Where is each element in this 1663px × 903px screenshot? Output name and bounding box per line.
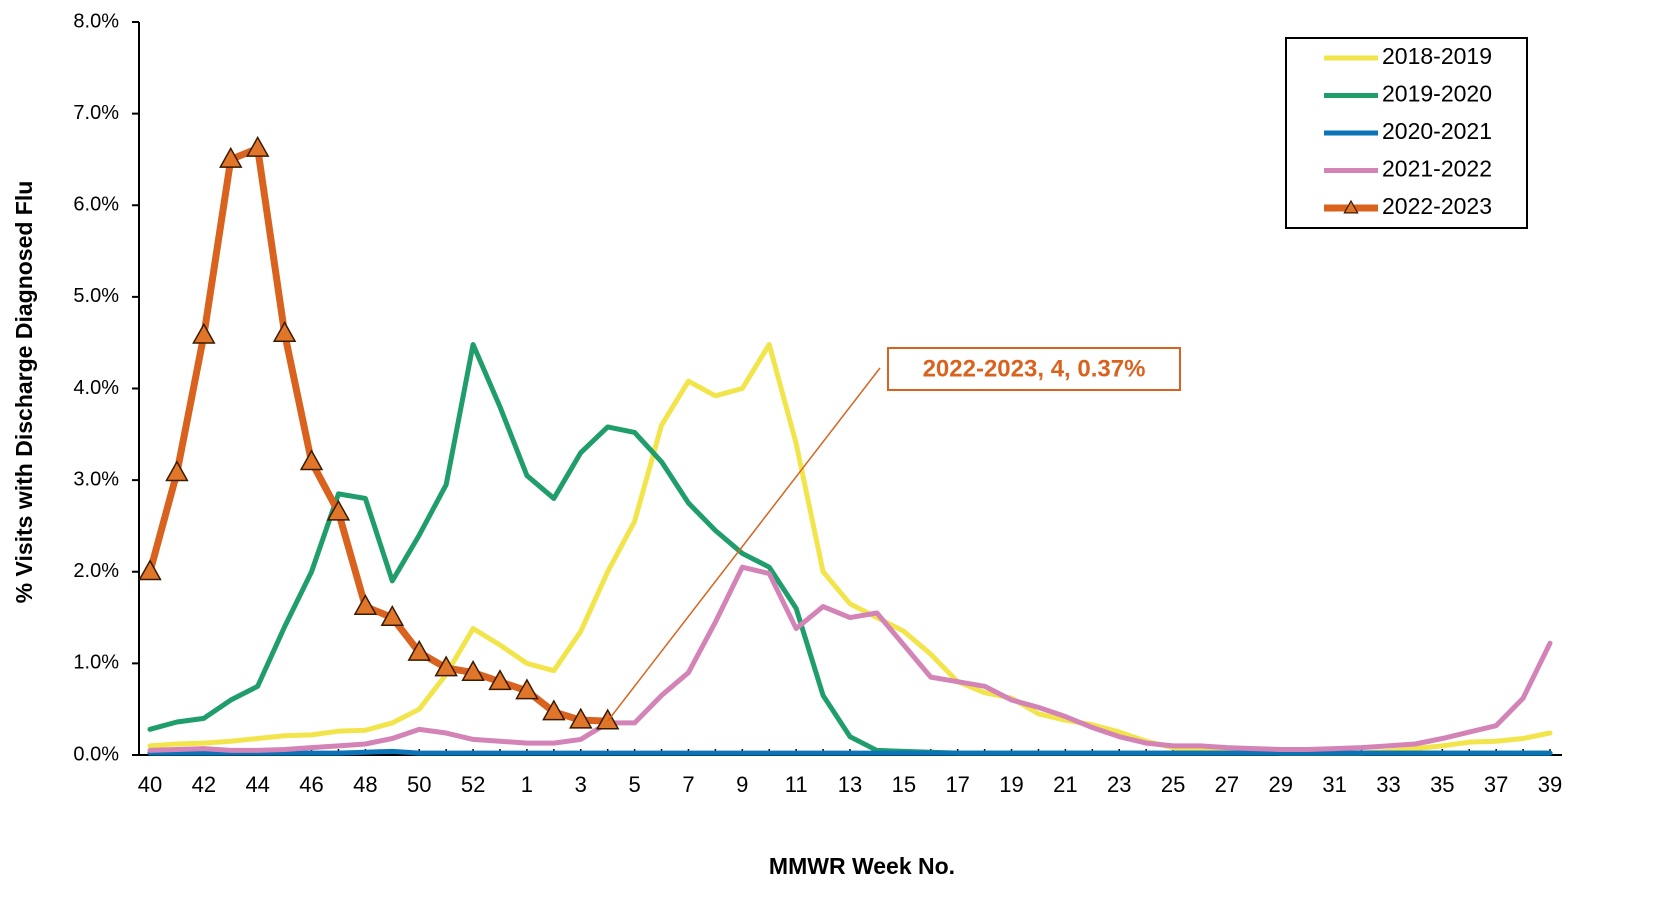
- data-point: [219, 146, 243, 168]
- annotation: 2022-2023, 4, 0.37%: [923, 355, 1146, 382]
- data-point: [245, 135, 270, 157]
- data-point: [461, 659, 485, 681]
- data-point: [353, 594, 378, 616]
- x-tick-label: 39: [1538, 772, 1562, 797]
- x-tick-label: 40: [138, 772, 162, 797]
- x-tick-label: 17: [945, 772, 969, 797]
- legend-label: 2021-2022: [1382, 156, 1492, 182]
- x-tick-label: 9: [736, 772, 748, 797]
- data-point: [569, 707, 593, 729]
- y-tick-label: 5.0%: [73, 285, 119, 307]
- legend-marker: [1343, 199, 1359, 214]
- annotation-box: [887, 347, 1181, 391]
- data-point: [542, 699, 566, 721]
- x-tick-label: 46: [299, 772, 323, 797]
- x-tick-label: 33: [1376, 772, 1400, 797]
- legend-label: 2022-2023: [1382, 193, 1492, 219]
- x-tick-label: 19: [999, 772, 1023, 797]
- data-point: [488, 669, 512, 691]
- x-tick-label: 21: [1053, 772, 1077, 797]
- y-tick-label: 4.0%: [73, 377, 119, 399]
- y-tick-label: 3.0%: [73, 468, 119, 490]
- data-point: [407, 639, 431, 661]
- x-tick-label: 13: [838, 772, 862, 797]
- data-point: [380, 605, 405, 627]
- x-tick-label: 29: [1269, 772, 1293, 797]
- legend-label: 2018-2019: [1382, 43, 1492, 69]
- x-tick-label: 37: [1484, 772, 1508, 797]
- x-tick-label: 27: [1215, 772, 1239, 797]
- data-point: [326, 499, 351, 521]
- x-tick-label: 7: [682, 772, 694, 797]
- data-point: [299, 449, 324, 471]
- data-point: [272, 320, 297, 342]
- x-tick-label: 42: [192, 772, 216, 797]
- x-tick-label: 5: [628, 772, 640, 797]
- series-line: [147, 564, 1553, 753]
- x-tick-label: 35: [1430, 772, 1454, 797]
- series-line: [146, 144, 612, 725]
- x-tick-label: 52: [461, 772, 485, 797]
- y-tick-label: 7.0%: [73, 102, 119, 124]
- y-tick-label: 0.0%: [73, 743, 119, 765]
- x-tick-label: 3: [575, 772, 587, 797]
- x-tick-label: 31: [1322, 772, 1346, 797]
- x-tick-label: 48: [353, 772, 377, 797]
- data-point: [515, 678, 539, 700]
- annotation-leader: [607, 367, 881, 722]
- data-point: [595, 708, 620, 730]
- data-point: [165, 460, 189, 482]
- y-tick-label: 2.0%: [73, 560, 119, 582]
- y-tick-label: 1.0%: [73, 652, 119, 674]
- data-point: [434, 655, 458, 677]
- series-line: [147, 748, 1553, 756]
- x-tick-label: 25: [1161, 772, 1185, 797]
- legend-label: 2019-2020: [1382, 81, 1492, 107]
- x-tick-label: 50: [407, 772, 431, 797]
- x-axis-title: MMWR Week No.: [769, 853, 955, 879]
- x-tick-label: 1: [521, 772, 533, 797]
- data-point: [192, 322, 216, 344]
- legend-label: 2020-2021: [1382, 118, 1492, 144]
- x-tick-label: 44: [245, 772, 269, 797]
- y-axis-title: % Visits with Discharge Diagnosed Flu: [11, 181, 37, 604]
- data-point: [138, 559, 162, 581]
- y-tick-label: 8.0%: [73, 10, 119, 32]
- y-tick-label: 6.0%: [73, 194, 119, 216]
- x-tick-label: 15: [892, 772, 916, 797]
- x-tick-label: 23: [1107, 772, 1131, 797]
- x-tick-label: 11: [785, 772, 808, 797]
